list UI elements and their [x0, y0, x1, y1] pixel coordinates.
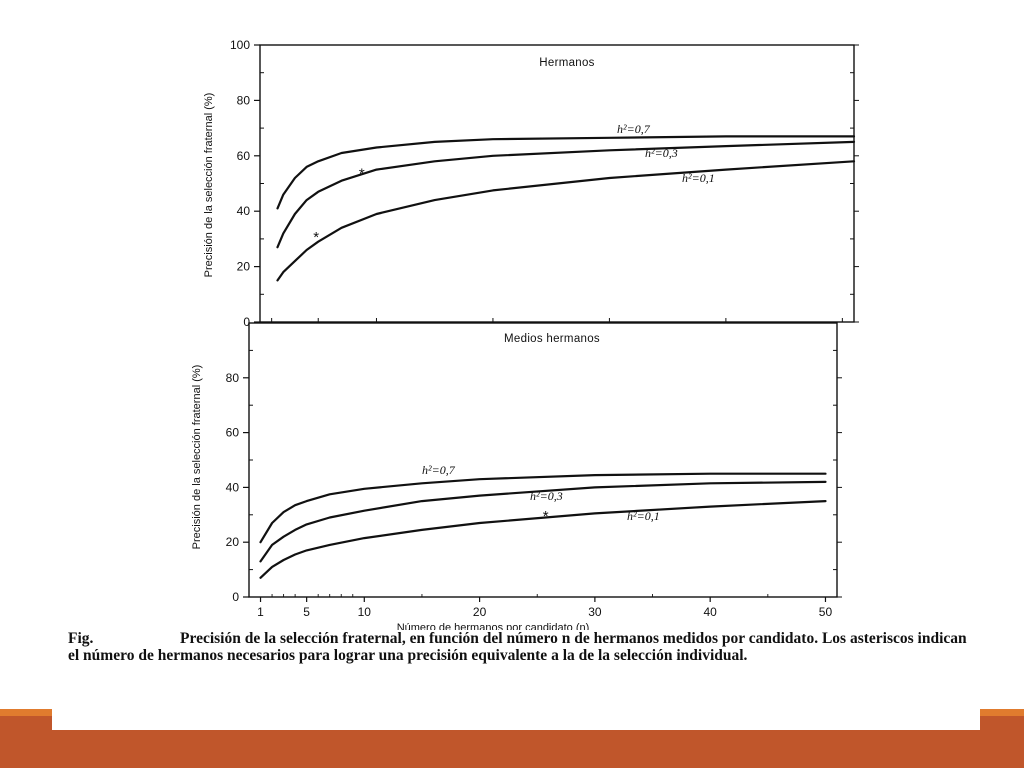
- y-tick-label: 40: [237, 204, 251, 218]
- y-tick-label: 100: [230, 38, 250, 52]
- figure-caption: Fig. Precisión de la selección fraternal,…: [68, 630, 968, 664]
- series-line-2: [276, 140, 856, 249]
- series-label-3: h²=0,1: [682, 171, 715, 185]
- asterisk-annotation: *: [359, 165, 365, 182]
- y-axis-label: Precisión de la selección fraternal (%): [191, 365, 203, 550]
- y-tick-label: 0: [243, 315, 250, 329]
- series-line-1: [259, 472, 827, 544]
- y-tick-label: 20: [237, 260, 251, 274]
- y-tick-label: 80: [226, 371, 240, 385]
- y-tick-label: 80: [237, 93, 251, 107]
- y-tick-label: 60: [226, 426, 240, 440]
- x-tick-label: 1: [257, 605, 264, 619]
- series-label-3: h²=0,1: [627, 509, 660, 523]
- caption-text: Precisión de la selección fraternal, en …: [68, 630, 967, 664]
- x-tick-label: 40: [703, 605, 717, 619]
- panel-title: Hermanos: [539, 57, 594, 69]
- x-tick-label: 20: [473, 605, 487, 619]
- x-tick-label: 50: [819, 605, 833, 619]
- asterisk-annotation: *: [543, 508, 549, 525]
- series-line-2: [259, 480, 827, 563]
- series-line-3: [259, 500, 827, 579]
- y-tick-label: 40: [226, 480, 240, 494]
- y-tick-label: 60: [237, 149, 251, 163]
- y-axis-label: Precisión de la selección fraternal (%): [203, 93, 215, 278]
- series-label-2: h²=0,3: [530, 489, 563, 503]
- series-label-1: h²=0,7: [617, 122, 651, 136]
- series-line-3: [276, 160, 856, 282]
- panel-medios-hermanos: 0 20 40 60 80 1 5 10 20 30 40 50 Número de hermanos …: [191, 322, 842, 630]
- x-tick-label: 10: [358, 605, 372, 619]
- x-axis-label: Número de hermanos por candidato (n): [397, 622, 590, 630]
- series-line-1: [276, 135, 856, 210]
- y-tick-label: 20: [226, 535, 240, 549]
- figure-page: 0 20 40 60 80 100 Hermanos Precisión de la sele…: [52, 0, 980, 730]
- series-label-1: h²=0,7: [422, 463, 456, 477]
- panel-hermanos: 0 20 40 60 80 100 Hermanos Precisión de la sele…: [203, 38, 859, 329]
- y-tick-label: 0: [232, 590, 239, 604]
- panel-title: Medios hermanos: [504, 333, 600, 345]
- x-tick-label: 30: [588, 605, 602, 619]
- caption-label: Fig.: [68, 630, 94, 647]
- x-tick-label: 5: [303, 605, 310, 619]
- plot-frame: [248, 322, 838, 598]
- series-label-2: h²=0,3: [645, 146, 678, 160]
- asterisk-annotation: *: [313, 229, 319, 246]
